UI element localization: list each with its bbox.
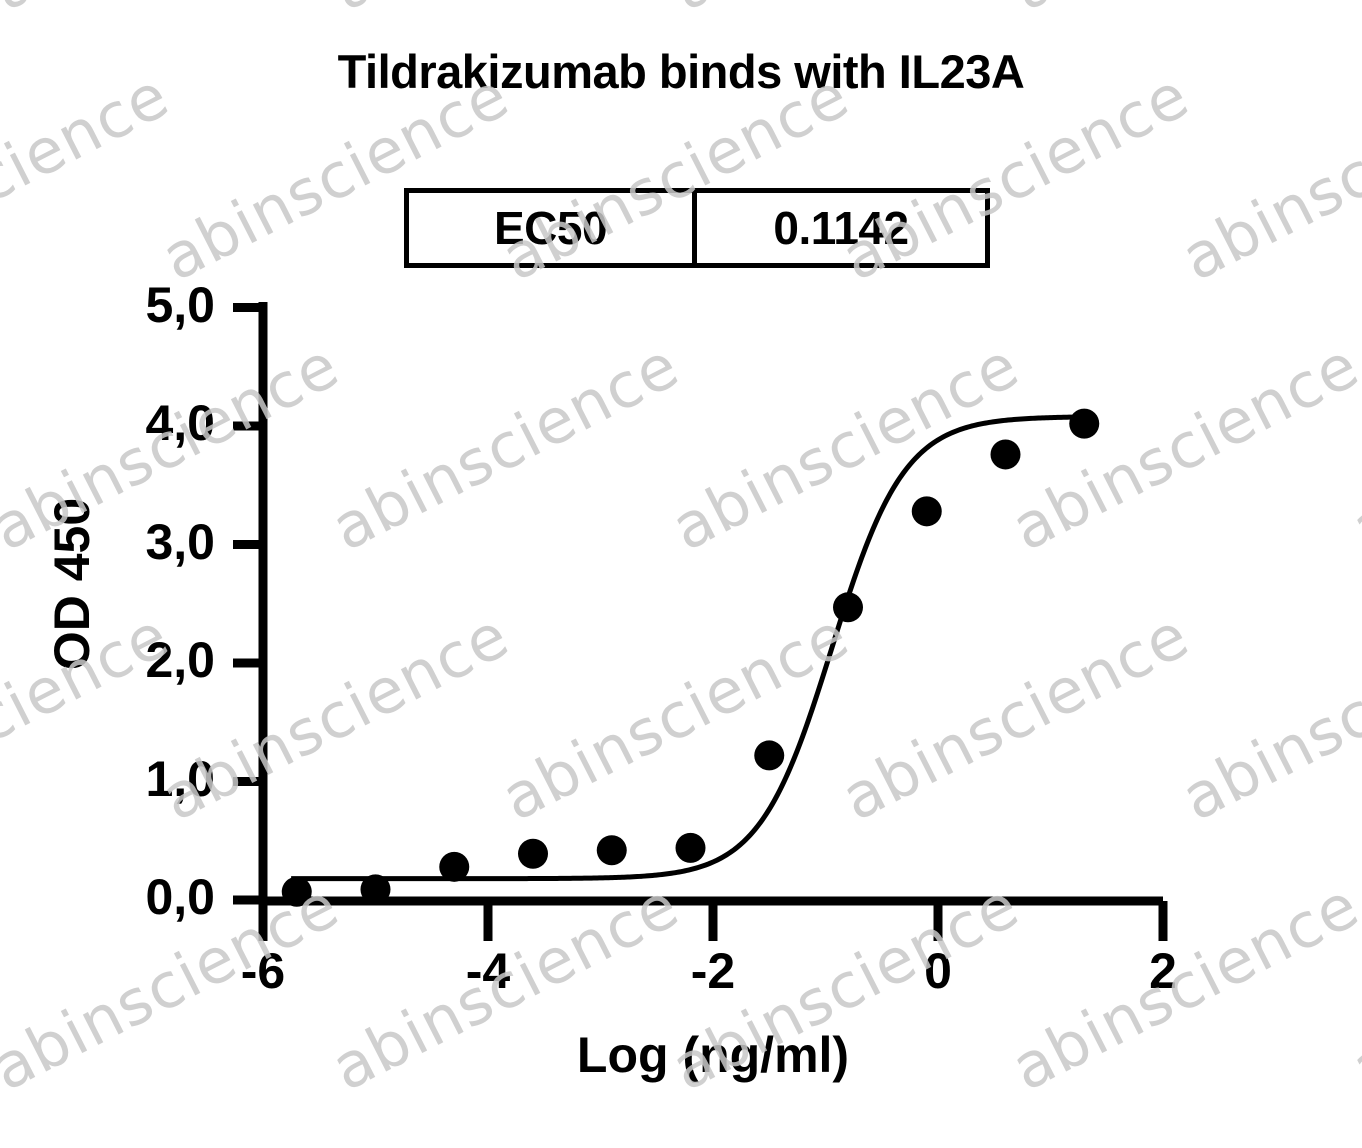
data-point [675, 832, 706, 863]
y-tick-label: 4,0 [145, 395, 215, 451]
y-axis-ticks [233, 303, 263, 905]
x-axis-ticks [258, 901, 1168, 941]
data-point [833, 592, 863, 623]
y-tick-label: 3,0 [145, 513, 215, 570]
x-tick-label: -4 [465, 943, 511, 999]
data-point [596, 835, 627, 866]
x-tick-label: -2 [690, 943, 736, 999]
data-point [990, 439, 1021, 470]
data-point [1069, 408, 1100, 439]
data-point [518, 838, 548, 869]
y-tick-label: 5,0 [145, 276, 215, 333]
data-point [911, 496, 942, 527]
ec50-value-cell: 0.1142 [773, 202, 909, 254]
ec50-table: EC50 0.1142 [404, 188, 990, 268]
data-point [439, 851, 470, 882]
data-point [360, 874, 391, 905]
data-point [281, 876, 312, 907]
x-tick-label: 2 [1149, 943, 1177, 999]
axes [258, 302, 1163, 906]
page-title: Tildrakizumab binds with IL23A [337, 45, 1025, 98]
x-tick-label: 0 [924, 943, 952, 999]
x-axis-title: Log (ng/ml) [576, 1027, 850, 1083]
data-point [754, 740, 785, 771]
x-tick-label: -6 [240, 943, 286, 999]
y-tick-label: 1,0 [145, 750, 215, 807]
y-tick-label: 0,0 [145, 869, 215, 925]
ec50-label-cell: EC50 [409, 193, 697, 263]
data-markers [281, 408, 1100, 907]
fit-curve [291, 414, 1090, 882]
y-tick-label: 2,0 [145, 632, 215, 688]
